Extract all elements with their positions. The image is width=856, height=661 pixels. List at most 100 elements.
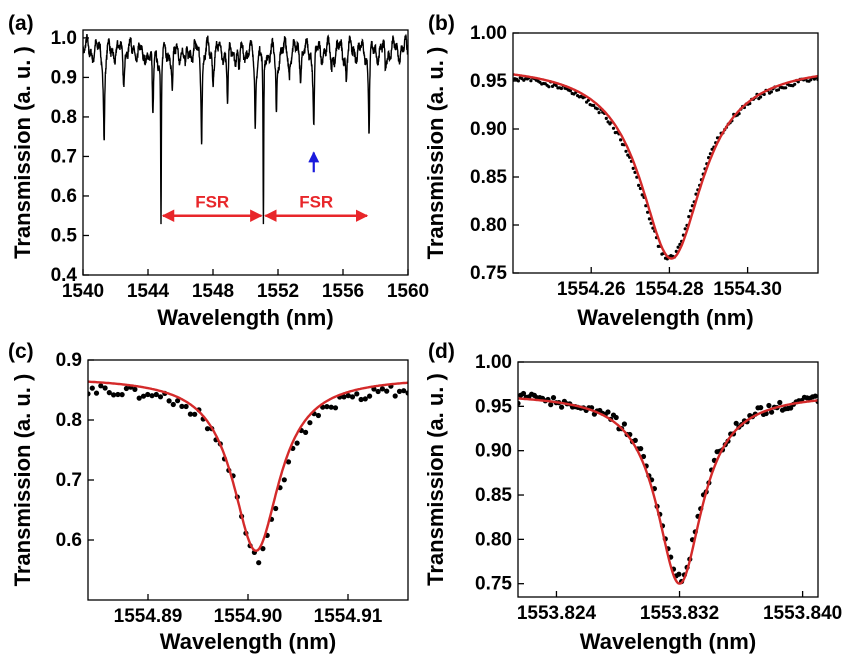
panel-d: (d)0.750.800.850.900.951.001553.824 1553.… bbox=[423, 340, 842, 654]
axes-frame bbox=[83, 30, 408, 275]
y-tick-label: 0.8 bbox=[51, 107, 77, 128]
x-tick-label: 1556 bbox=[322, 281, 364, 302]
data-point bbox=[350, 394, 355, 399]
data-point bbox=[605, 117, 608, 120]
y-tick-label: 0.90 bbox=[475, 441, 512, 462]
y-tick-label: 0.95 bbox=[475, 396, 512, 417]
data-point bbox=[363, 396, 368, 401]
data-point bbox=[598, 111, 601, 114]
data-point bbox=[103, 385, 108, 390]
data-point bbox=[273, 506, 278, 511]
data-point bbox=[192, 412, 197, 417]
data-point bbox=[132, 387, 137, 392]
panel-a: (a) FSR FSR 0.4 0.5 0.6 0.7 0.8 0.9 1.0 1540 1544 15… bbox=[8, 12, 429, 330]
data-point bbox=[171, 402, 176, 407]
panel-label: (b) bbox=[428, 12, 455, 35]
x-tick-label: 1552 bbox=[257, 281, 299, 302]
data-point bbox=[295, 441, 300, 446]
x-tick-label: 1540 bbox=[62, 281, 104, 302]
data-point bbox=[676, 572, 681, 577]
y-tick-label: 0.7 bbox=[51, 146, 77, 167]
y-tick-label: 0.7 bbox=[56, 470, 82, 491]
data-point bbox=[614, 415, 619, 420]
y-tick-label: 0.85 bbox=[470, 167, 507, 188]
panel-label: (a) bbox=[8, 12, 34, 35]
x-tick-label: 1554.28 bbox=[635, 279, 704, 300]
y-tick-label: 1.00 bbox=[475, 352, 512, 373]
y-tick-label: 0.6 bbox=[51, 186, 77, 207]
y-tick-label: 1.0 bbox=[51, 28, 77, 49]
data-point bbox=[551, 395, 556, 400]
y-axis-label: Transmission (a. u. ) bbox=[10, 374, 35, 587]
data-point bbox=[354, 391, 359, 396]
fit-curve bbox=[513, 74, 818, 258]
y-tick-label: 0.6 bbox=[56, 530, 82, 551]
x-tick-label: 1554.30 bbox=[713, 279, 782, 300]
data-point bbox=[813, 394, 818, 399]
data-point bbox=[167, 398, 172, 403]
data-point bbox=[529, 79, 532, 82]
y-tick-label: 0.75 bbox=[475, 574, 512, 595]
x-tick-label: 1553.832 bbox=[640, 603, 719, 624]
x-tick-label: 1560 bbox=[387, 281, 429, 302]
data-point bbox=[560, 87, 563, 90]
panel-b: (b)0.750.800.850.900.951.001554.26 1554.2… bbox=[423, 12, 820, 330]
data-point bbox=[637, 184, 640, 187]
data-point bbox=[367, 394, 372, 399]
data-point bbox=[333, 405, 338, 410]
panel-c: (c) 0.6 0.7 0.8 0.9 1554.89 1554.90 1554.91Wave… bbox=[8, 340, 411, 654]
data-point bbox=[384, 389, 389, 394]
plot-area bbox=[511, 74, 819, 260]
x-tick-label: 1548 bbox=[192, 281, 234, 302]
x-tick-label: 1544 bbox=[127, 281, 170, 302]
data-point bbox=[94, 391, 99, 396]
data-point bbox=[559, 405, 564, 410]
y-tick-label: 0.80 bbox=[475, 529, 512, 550]
data-point bbox=[120, 392, 125, 397]
data-point bbox=[759, 95, 762, 98]
fit-curve bbox=[518, 399, 818, 584]
y-axis-label: Transmission (a. u. ) bbox=[423, 47, 448, 260]
axes-frame bbox=[513, 33, 818, 273]
data-point bbox=[612, 127, 615, 130]
x-axis-label: Wavelength (nm) bbox=[577, 305, 753, 330]
y-tick-label: 0.80 bbox=[470, 215, 507, 236]
fsr-label: FSR bbox=[299, 193, 333, 212]
x-tick-label: 1554.26 bbox=[557, 279, 626, 300]
data-point bbox=[758, 405, 763, 410]
data-point bbox=[90, 386, 95, 391]
transmission-trace bbox=[83, 34, 408, 224]
panel-label: (d) bbox=[428, 340, 455, 363]
y-axis-label: Transmission (a. u. ) bbox=[10, 46, 35, 259]
data-point bbox=[316, 413, 321, 418]
axes-frame bbox=[88, 360, 408, 600]
data-point bbox=[766, 403, 771, 408]
data-point bbox=[596, 107, 599, 110]
y-tick-label: 0.75 bbox=[470, 263, 507, 284]
axes-frame bbox=[518, 362, 818, 597]
data-point bbox=[784, 86, 787, 89]
data-point bbox=[303, 430, 308, 435]
data-point bbox=[793, 83, 796, 86]
y-tick-label: 0.95 bbox=[470, 71, 507, 92]
y-tick-label: 0.90 bbox=[470, 119, 507, 140]
x-axis-label: Wavelength (nm) bbox=[580, 629, 756, 654]
plot-area bbox=[515, 391, 820, 584]
x-tick-label: 1554.91 bbox=[314, 606, 383, 627]
data-point bbox=[638, 446, 643, 451]
data-point bbox=[770, 90, 773, 93]
x-tick-label: 1554.90 bbox=[214, 606, 283, 627]
y-tick-label: 0.9 bbox=[56, 350, 82, 371]
data-point bbox=[184, 404, 189, 409]
x-axis-label: Wavelength (nm) bbox=[157, 305, 333, 330]
panel-label: (c) bbox=[8, 340, 34, 363]
data-point bbox=[619, 138, 622, 141]
data-point bbox=[605, 409, 610, 414]
y-tick-label: 0.85 bbox=[475, 485, 512, 506]
fsr-label: FSR bbox=[195, 193, 229, 212]
y-axis-label: Transmission (a. u. ) bbox=[423, 373, 448, 586]
data-point bbox=[158, 394, 163, 399]
y-tick-label: 0.9 bbox=[51, 67, 77, 88]
fit-curve bbox=[88, 382, 408, 551]
